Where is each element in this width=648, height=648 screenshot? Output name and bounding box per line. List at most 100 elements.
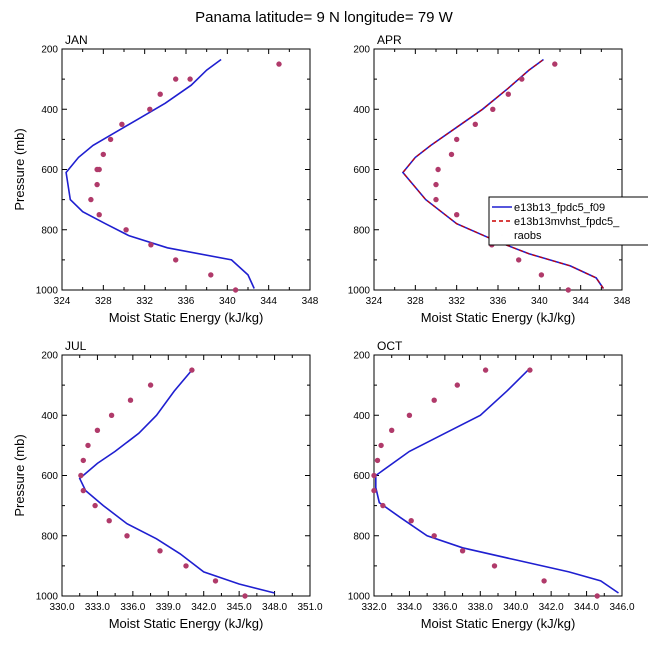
y-axis-label-jan: Pressure (mb) — [12, 128, 27, 210]
panel-title-oct: OCT — [377, 339, 403, 353]
raobs-point-jul — [80, 487, 87, 494]
raobs-point-jan — [208, 272, 214, 278]
y-tick-label-apr: 1000 — [348, 286, 371, 297]
raobs-point-oct — [371, 472, 377, 479]
x-tick-label-oct: 338.0 — [468, 602, 493, 613]
figure-title: Panama latitude= 9 N longitude= 79 W — [195, 9, 454, 26]
panel-oct: OCT 332.0 334.0 336.0 338.0 340.0 342.0 344.0 34… — [348, 339, 635, 631]
raobs-point-jan — [157, 91, 163, 97]
raobs-point-jul — [106, 518, 112, 524]
x-tick-label-apr: 332 — [448, 296, 465, 307]
raobs-point-jul — [94, 427, 101, 433]
raobs-point-jul — [78, 472, 84, 479]
x-tick-label-oct: 336.0 — [432, 602, 457, 613]
raobs-point-oct — [431, 533, 437, 539]
x-tick-label-apr: 348 — [614, 296, 631, 307]
raobs-point-apr — [519, 76, 525, 82]
raobs-point-apr — [472, 121, 478, 128]
legend-box — [488, 196, 648, 246]
raobs-point-jul — [189, 367, 195, 373]
x-tick-label-apr: 336 — [490, 296, 507, 307]
raobs-point-oct — [378, 442, 384, 449]
raobs-point-oct — [459, 548, 466, 554]
y-tick-label-oct: 800 — [353, 531, 370, 542]
y-tick-label-apr: 200 — [353, 45, 370, 56]
legend: e13b13_fpdc5_f09 e13b13mvhst_fpdc5_raobs — [488, 196, 648, 246]
x-tick-label-jul: 342.0 — [191, 602, 216, 613]
x-tick-label-jul: 345.0 — [227, 602, 252, 613]
raobs-point-jul — [127, 397, 134, 403]
raobs-point-apr — [433, 181, 439, 188]
x-tick-label-jan: 348 — [302, 296, 319, 307]
x-tick-label-oct: 344.0 — [574, 602, 599, 613]
raobs-point-jan — [94, 181, 100, 188]
raobs-point-jan — [147, 106, 153, 113]
raobs-point-apr — [490, 106, 496, 113]
x-tick-label-oct: 346.0 — [609, 602, 634, 613]
raobs-point-jan — [100, 151, 107, 158]
panel-title-apr: APR — [377, 33, 402, 47]
y-tick-label-jan: 400 — [41, 105, 58, 116]
legend-entry-0: e13b13_fpdc5_f09 — [514, 202, 605, 214]
y-tick-label-oct: 1000 — [348, 592, 371, 603]
y-tick-label-jul: 600 — [41, 471, 58, 482]
raobs-point-jan — [148, 242, 154, 248]
y-tick-label-jan: 800 — [41, 225, 58, 236]
raobs-point-oct — [408, 518, 414, 524]
raobs-point-jan — [96, 166, 102, 173]
raobs-point-apr — [433, 196, 439, 203]
y-tick-label-oct: 600 — [353, 471, 370, 482]
y-tick-label-jul: 400 — [41, 411, 58, 422]
raobs-point-jul — [147, 382, 154, 388]
x-tick-label-oct: 334.0 — [397, 602, 422, 613]
panel-apr: APR 324 328 332 336 340 344 348 200 400 600 800 1000… — [348, 33, 631, 325]
x-axis-label-apr: Moist Static Energy (kJ/kg) — [421, 310, 576, 325]
raobs-point-oct — [594, 593, 600, 599]
y-tick-label-jan: 200 — [41, 45, 58, 56]
raobs-point-jan — [88, 196, 94, 203]
plot-frame-oct — [373, 354, 623, 597]
x-tick-label-apr: 340 — [531, 296, 548, 307]
raobs-point-jul — [124, 533, 130, 539]
y-tick-label-apr: 600 — [353, 165, 370, 176]
raobs-point-oct — [541, 578, 547, 584]
raobs-point-oct — [491, 563, 498, 569]
raobs-point-jan — [96, 212, 102, 218]
raobs-point-apr — [448, 151, 455, 158]
x-axis-label-jan: Moist Static Energy (kJ/kg) — [109, 310, 264, 325]
panel-title-jul: JUL — [65, 339, 87, 353]
y-tick-label-jul: 1000 — [36, 592, 59, 603]
raobs-point-jul — [108, 412, 115, 418]
raobs-point-apr — [516, 257, 522, 263]
y-tick-label-oct: 400 — [353, 411, 370, 422]
raobs-point-jul — [157, 548, 163, 554]
raobs-point-oct — [431, 397, 437, 403]
raobs-point-jul — [183, 563, 189, 569]
raobs-point-oct — [527, 367, 533, 373]
raobs-point-jan — [173, 257, 179, 263]
raobs-point-jan — [187, 76, 193, 82]
x-tick-label-jul: 351.0 — [297, 602, 322, 613]
legend-entry-1: e13b13mvhst_fpdc5_ — [514, 216, 620, 228]
y-axis-label-jul: Pressure (mb) — [12, 434, 27, 516]
y-tick-label-apr: 800 — [353, 225, 370, 236]
series-line-apr-1 — [402, 59, 604, 289]
raobs-point-oct — [374, 457, 381, 464]
raobs-point-apr — [454, 136, 460, 143]
y-tick-label-jul: 200 — [41, 351, 58, 362]
raobs-point-oct — [406, 412, 413, 418]
raobs-point-jul — [242, 593, 248, 599]
x-tick-label-jul: 348.0 — [262, 602, 287, 613]
raobs-point-oct — [371, 487, 377, 494]
panel-jul: JUL 330.0 333.0 336.0 339.0 342.0 345.0 348.0 35… — [12, 339, 323, 631]
y-tick-label-jan: 1000 — [36, 286, 59, 297]
raobs-point-apr — [435, 166, 441, 173]
raobs-point-oct — [454, 382, 460, 388]
raobs-point-jul — [92, 502, 98, 509]
x-tick-label-jan: 336 — [178, 296, 195, 307]
raobs-point-oct — [482, 367, 489, 373]
raobs-point-oct — [380, 502, 386, 509]
raobs-point-apr — [505, 91, 511, 97]
x-tick-label-jul: 333.0 — [85, 602, 110, 613]
raobs-point-apr — [454, 212, 460, 218]
